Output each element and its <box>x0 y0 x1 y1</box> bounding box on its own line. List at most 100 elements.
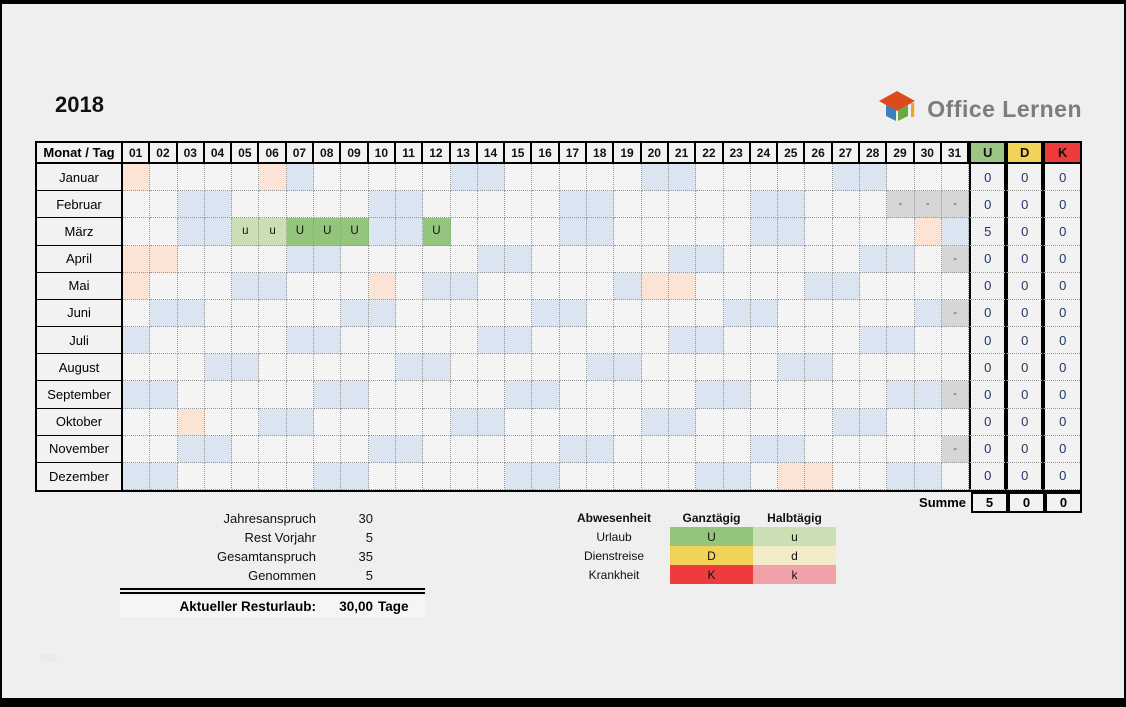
day-cell[interactable] <box>150 354 178 382</box>
day-cell[interactable] <box>232 408 260 436</box>
day-cell[interactable] <box>587 327 615 355</box>
day-cell[interactable] <box>423 462 451 491</box>
day-cell[interactable] <box>778 381 806 409</box>
day-cell[interactable] <box>587 164 615 192</box>
day-cell[interactable] <box>123 462 151 491</box>
day-cell[interactable] <box>723 299 751 328</box>
day-cell[interactable] <box>587 408 615 436</box>
day-cell[interactable] <box>723 408 751 436</box>
day-cell[interactable] <box>450 435 478 463</box>
day-cell[interactable] <box>232 435 260 463</box>
day-cell[interactable] <box>696 191 724 219</box>
day-cell[interactable] <box>423 164 451 192</box>
day-cell[interactable] <box>941 462 970 491</box>
day-cell[interactable] <box>532 218 560 246</box>
day-cell[interactable] <box>587 218 615 246</box>
day-cell[interactable] <box>450 354 478 382</box>
day-cell[interactable] <box>177 218 205 246</box>
day-cell[interactable] <box>641 435 669 463</box>
day-cell[interactable] <box>860 245 888 273</box>
day-cell[interactable] <box>423 327 451 355</box>
day-cell[interactable] <box>696 245 724 273</box>
day-cell[interactable] <box>614 462 642 491</box>
day-cell[interactable] <box>832 164 861 192</box>
day-cell[interactable] <box>314 327 342 355</box>
day-cell[interactable] <box>887 299 915 328</box>
day-cell[interactable] <box>860 218 888 246</box>
day-cell[interactable] <box>450 462 478 491</box>
day-cell[interactable] <box>341 164 369 192</box>
day-cell[interactable] <box>177 435 205 463</box>
day-cell[interactable] <box>832 272 861 300</box>
day-cell[interactable] <box>286 354 315 382</box>
day-cell[interactable] <box>177 408 205 436</box>
day-cell[interactable] <box>778 164 806 192</box>
day-cell[interactable] <box>641 191 669 219</box>
day-cell[interactable] <box>532 272 560 300</box>
day-cell[interactable] <box>641 462 669 491</box>
day-cell[interactable] <box>204 191 233 219</box>
day-cell[interactable] <box>395 164 424 192</box>
day-cell[interactable] <box>887 245 915 273</box>
day-cell[interactable] <box>259 245 287 273</box>
day-cell[interactable] <box>123 354 151 382</box>
day-cell[interactable] <box>887 218 915 246</box>
day-cell[interactable] <box>123 272 151 300</box>
day-cell[interactable] <box>641 299 669 328</box>
day-cell[interactable] <box>423 245 451 273</box>
day-cell[interactable] <box>368 462 396 491</box>
day-cell[interactable] <box>477 354 506 382</box>
day-cell[interactable] <box>750 327 779 355</box>
day-cell[interactable] <box>341 299 369 328</box>
day-cell[interactable] <box>423 272 451 300</box>
day-cell[interactable] <box>368 354 396 382</box>
day-cell[interactable] <box>259 462 287 491</box>
day-cell[interactable] <box>286 164 315 192</box>
day-cell[interactable] <box>341 408 369 436</box>
day-cell[interactable] <box>314 191 342 219</box>
day-cell[interactable] <box>914 354 942 382</box>
day-cell[interactable] <box>232 299 260 328</box>
day-cell[interactable] <box>450 272 478 300</box>
day-cell[interactable] <box>641 354 669 382</box>
day-cell[interactable] <box>614 435 642 463</box>
day-cell[interactable] <box>723 245 751 273</box>
day-cell[interactable] <box>532 381 560 409</box>
day-cell[interactable] <box>641 408 669 436</box>
day-cell[interactable] <box>668 381 697 409</box>
day-cell[interactable] <box>805 435 833 463</box>
day-cell[interactable] <box>505 408 533 436</box>
day-cell[interactable] <box>587 435 615 463</box>
day-cell[interactable] <box>587 245 615 273</box>
day-cell[interactable] <box>668 435 697 463</box>
day-cell[interactable] <box>232 381 260 409</box>
day-cell[interactable] <box>286 191 315 219</box>
day-cell[interactable] <box>559 435 588 463</box>
day-cell[interactable] <box>259 408 287 436</box>
day-cell[interactable] <box>559 462 588 491</box>
day-cell[interactable] <box>750 299 779 328</box>
day-cell[interactable] <box>668 462 697 491</box>
day-cell[interactable] <box>232 462 260 491</box>
day-cell[interactable] <box>805 381 833 409</box>
day-cell[interactable] <box>914 381 942 409</box>
day-cell[interactable] <box>941 408 970 436</box>
day-cell[interactable] <box>395 408 424 436</box>
day-cell[interactable] <box>177 327 205 355</box>
day-cell[interactable] <box>532 408 560 436</box>
day-cell[interactable] <box>805 354 833 382</box>
day-cell[interactable] <box>832 381 861 409</box>
day-cell[interactable] <box>723 191 751 219</box>
day-cell[interactable] <box>750 408 779 436</box>
day-cell[interactable] <box>477 191 506 219</box>
day-cell[interactable]: U <box>286 218 315 246</box>
day-cell[interactable] <box>477 245 506 273</box>
day-cell[interactable] <box>123 191 151 219</box>
day-cell[interactable]: U <box>314 218 342 246</box>
day-cell[interactable] <box>314 435 342 463</box>
day-cell[interactable] <box>778 435 806 463</box>
day-cell[interactable] <box>150 462 178 491</box>
day-cell[interactable] <box>860 408 888 436</box>
day-cell[interactable] <box>805 327 833 355</box>
day-cell[interactable] <box>641 327 669 355</box>
